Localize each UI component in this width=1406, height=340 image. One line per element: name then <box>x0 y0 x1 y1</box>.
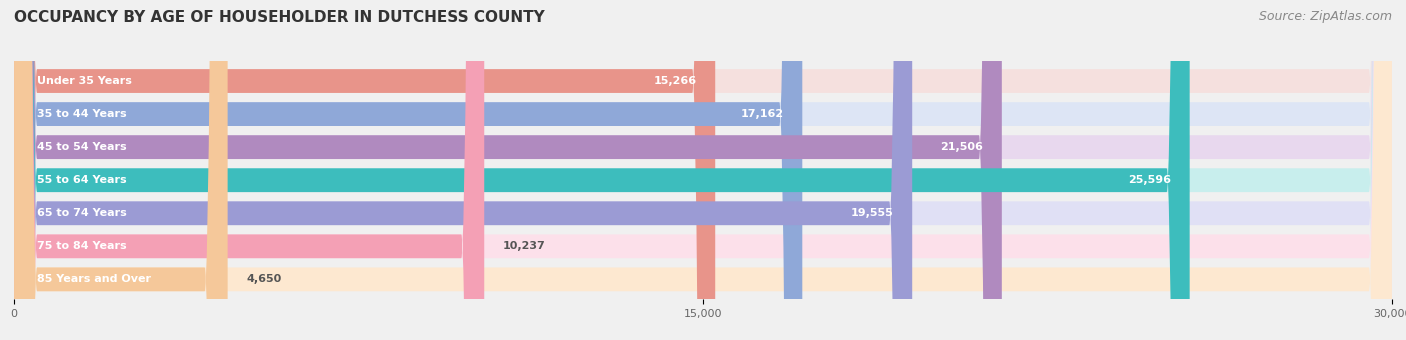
Text: 17,162: 17,162 <box>741 109 785 119</box>
Text: 85 Years and Over: 85 Years and Over <box>37 274 150 284</box>
Text: 55 to 64 Years: 55 to 64 Years <box>37 175 127 185</box>
FancyBboxPatch shape <box>14 0 1392 340</box>
Text: 75 to 84 Years: 75 to 84 Years <box>37 241 127 251</box>
FancyBboxPatch shape <box>14 0 1392 340</box>
FancyBboxPatch shape <box>14 0 1392 340</box>
Text: OCCUPANCY BY AGE OF HOUSEHOLDER IN DUTCHESS COUNTY: OCCUPANCY BY AGE OF HOUSEHOLDER IN DUTCH… <box>14 10 544 25</box>
FancyBboxPatch shape <box>14 0 1189 340</box>
FancyBboxPatch shape <box>14 0 716 340</box>
Text: Under 35 Years: Under 35 Years <box>37 76 132 86</box>
FancyBboxPatch shape <box>14 0 912 340</box>
Text: 65 to 74 Years: 65 to 74 Years <box>37 208 127 218</box>
Text: 19,555: 19,555 <box>851 208 894 218</box>
Text: Source: ZipAtlas.com: Source: ZipAtlas.com <box>1258 10 1392 23</box>
FancyBboxPatch shape <box>14 0 1392 340</box>
Text: 25,596: 25,596 <box>1128 175 1171 185</box>
FancyBboxPatch shape <box>14 0 228 340</box>
FancyBboxPatch shape <box>14 0 1392 340</box>
Text: 4,650: 4,650 <box>246 274 281 284</box>
Text: 35 to 44 Years: 35 to 44 Years <box>37 109 127 119</box>
Text: 45 to 54 Years: 45 to 54 Years <box>37 142 127 152</box>
Text: 15,266: 15,266 <box>654 76 697 86</box>
FancyBboxPatch shape <box>14 0 1002 340</box>
Text: 21,506: 21,506 <box>941 142 983 152</box>
FancyBboxPatch shape <box>14 0 1392 340</box>
FancyBboxPatch shape <box>14 0 484 340</box>
FancyBboxPatch shape <box>14 0 803 340</box>
Text: 10,237: 10,237 <box>502 241 546 251</box>
FancyBboxPatch shape <box>14 0 1392 340</box>
